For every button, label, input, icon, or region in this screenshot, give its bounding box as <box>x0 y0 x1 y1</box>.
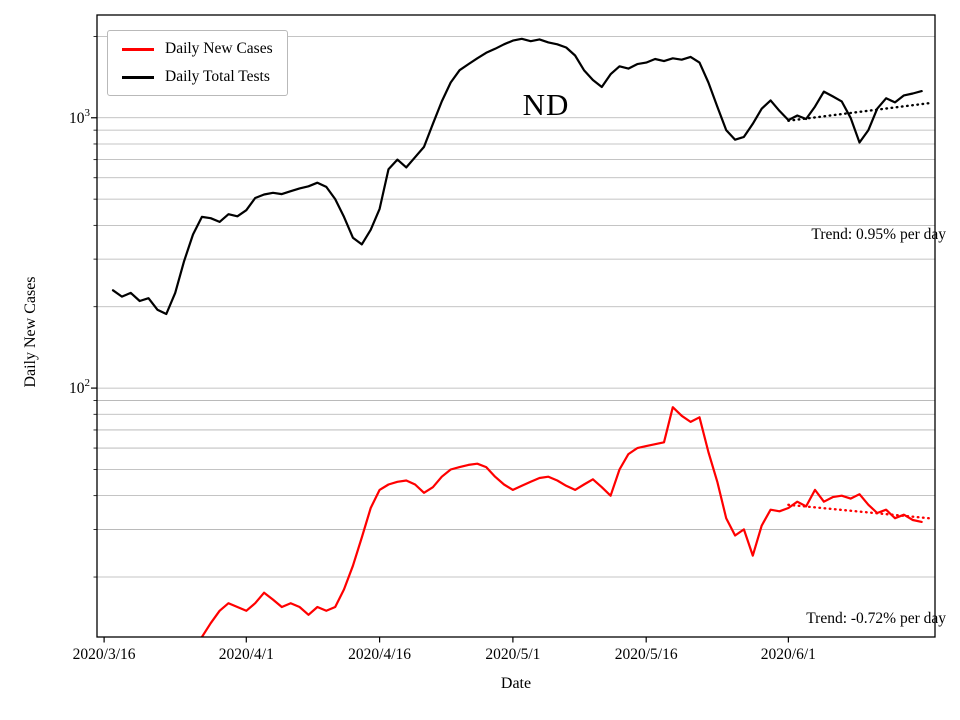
y-tick-label: 102 <box>69 377 90 397</box>
x-tick-label: 2020/3/16 <box>73 646 136 663</box>
x-tick-label: 2020/5/1 <box>485 646 540 663</box>
x-tick-label: 2020/5/16 <box>615 646 678 663</box>
chart-title: ND <box>522 87 570 122</box>
x-axis-label: Date <box>500 675 532 692</box>
gridlines <box>97 36 935 578</box>
series-lines <box>111 37 923 637</box>
x-tick-label: 2020/6/1 <box>761 646 816 663</box>
legend-item-daily-new-cases: Daily New Cases <box>122 40 273 58</box>
legend-label-total-tests: Daily Total Tests <box>165 68 270 85</box>
plot-frame <box>96 14 936 638</box>
y-tick-label: 103 <box>69 107 91 127</box>
legend-label-new-cases: Daily New Cases <box>165 40 273 57</box>
x-tick-label: 2020/4/16 <box>348 646 411 663</box>
daily-total-tests-line <box>111 37 923 316</box>
legend-item-daily-total-tests: Daily Total Tests <box>122 68 273 86</box>
x-tick-label: 2020/4/1 <box>219 646 274 663</box>
legend: Daily New Cases Daily Total Tests <box>107 30 288 96</box>
daily-new-cases-line <box>200 406 923 637</box>
tick-labels: 102 103 2020/3/16 2020/4/1 2020/4/16 2020/5/1… <box>69 107 816 663</box>
legend-swatch-total-tests <box>122 75 154 79</box>
daily-new-cases-trend-line <box>787 503 932 520</box>
trend-annotation-tests: Trend: 0.95% per day <box>811 226 946 243</box>
daily-total-tests-trend-line <box>787 101 932 122</box>
trend-annotation-cases: Trend: -0.72% per day <box>806 610 946 627</box>
legend-swatch-new-cases <box>122 47 154 51</box>
axis-ticks <box>91 36 789 643</box>
y-axis-label: Daily New Cases <box>22 276 39 388</box>
